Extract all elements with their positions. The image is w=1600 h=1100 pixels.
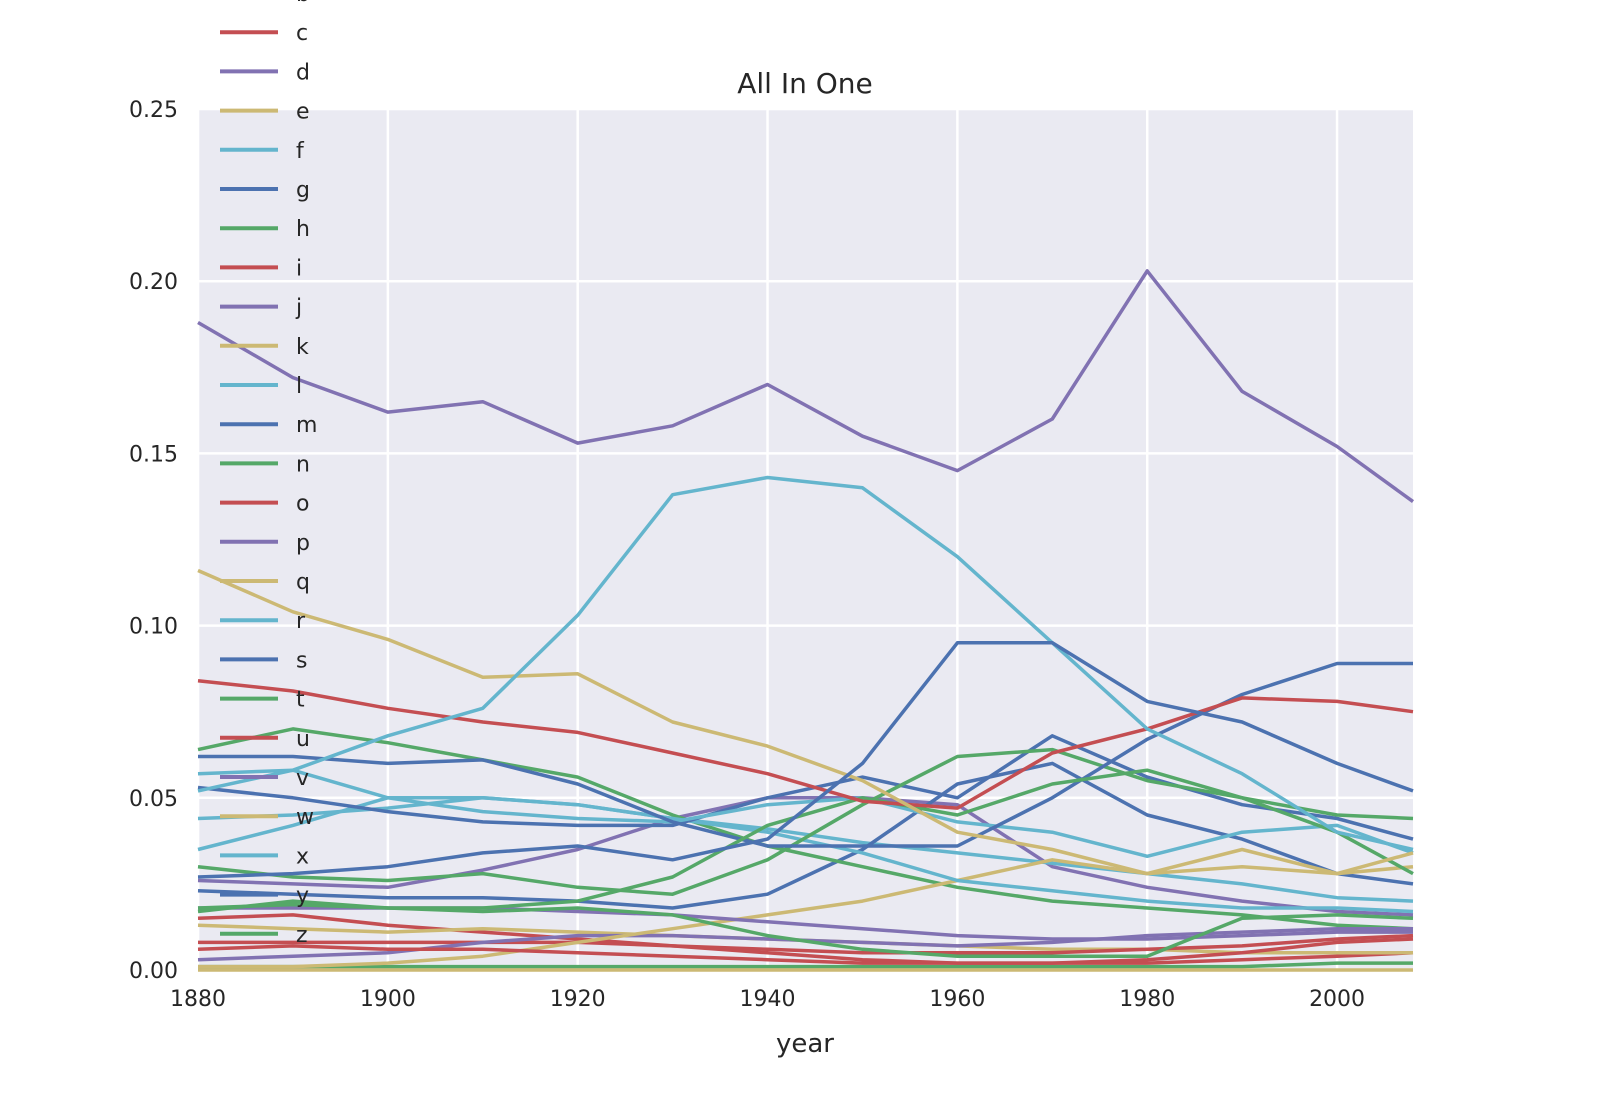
legend-label-y: y bbox=[296, 884, 309, 909]
series-lines bbox=[197, 269, 1415, 972]
legend-label-m: m bbox=[296, 413, 317, 438]
legend-label-n: n bbox=[296, 452, 310, 477]
legend-label-g: g bbox=[296, 178, 310, 203]
y-tick-label: 0.25 bbox=[129, 98, 178, 123]
legend-label-t: t bbox=[296, 688, 305, 713]
legend-label-c: c bbox=[296, 21, 308, 46]
legend-label-s: s bbox=[296, 648, 307, 673]
legend-label-j: j bbox=[295, 296, 302, 321]
legend-label-q: q bbox=[296, 570, 310, 595]
series-line-v bbox=[197, 269, 1415, 504]
chart-title: All In One bbox=[737, 67, 873, 100]
legend-label-h: h bbox=[296, 217, 310, 242]
legend-label-x: x bbox=[296, 844, 309, 869]
y-tick-label: 0.15 bbox=[129, 442, 178, 467]
y-tick-label: 0.05 bbox=[129, 787, 178, 812]
series-line-c bbox=[197, 913, 1414, 965]
legend-label-p: p bbox=[296, 531, 310, 556]
x-tick-label: 1980 bbox=[1119, 987, 1175, 1012]
series-line-y bbox=[197, 641, 1414, 879]
series-line-z bbox=[197, 899, 1414, 958]
series-line-f bbox=[197, 796, 1414, 903]
series-line-d bbox=[197, 796, 1414, 917]
legend-label-f: f bbox=[296, 139, 305, 164]
legend-label-u: u bbox=[296, 727, 310, 752]
legend-label-d: d bbox=[296, 60, 310, 85]
series-line-h bbox=[197, 727, 1414, 931]
legend-label-e: e bbox=[296, 100, 310, 125]
legend-label-i: i bbox=[296, 256, 302, 281]
x-tick-label: 1920 bbox=[550, 987, 606, 1012]
legend-label-o: o bbox=[296, 492, 309, 517]
x-axis-ticks: 1880 1900 1920 1940 1960 1980 2000 bbox=[170, 987, 1365, 1012]
series-line-b bbox=[198, 961, 1413, 969]
x-tick-label: 1940 bbox=[740, 987, 796, 1012]
series-line-w bbox=[197, 568, 1414, 876]
series-line-k bbox=[198, 858, 1414, 969]
legend-label-r: r bbox=[296, 609, 306, 634]
x-tick-label: 1900 bbox=[360, 987, 416, 1012]
legend-label-v: v bbox=[296, 766, 309, 791]
y-tick-label: 0.20 bbox=[129, 270, 178, 295]
legend-label-z: z bbox=[296, 923, 308, 948]
legend-label-w: w bbox=[296, 805, 314, 830]
series-line-i bbox=[198, 933, 1414, 955]
legend-label-b: b bbox=[296, 0, 310, 7]
legend-label-k: k bbox=[296, 335, 309, 360]
series-line-u bbox=[197, 678, 1414, 810]
x-tick-label: 1960 bbox=[929, 987, 985, 1012]
y-axis-ticks: 0.00 0.05 0.10 0.15 0.20 0.25 bbox=[129, 98, 178, 984]
x-tick-label: 1880 bbox=[170, 987, 226, 1012]
y-tick-label: 0.10 bbox=[129, 615, 178, 640]
y-tick-label: 0.00 bbox=[129, 959, 178, 984]
legend-label-l: l bbox=[296, 374, 302, 399]
series-line-l bbox=[197, 796, 1414, 914]
x-tick-label: 2000 bbox=[1309, 987, 1365, 1012]
plot-background bbox=[198, 109, 1413, 970]
series-line-x bbox=[197, 475, 1414, 852]
x-axis-label: year bbox=[776, 1029, 834, 1059]
series-line-o bbox=[197, 937, 1414, 965]
